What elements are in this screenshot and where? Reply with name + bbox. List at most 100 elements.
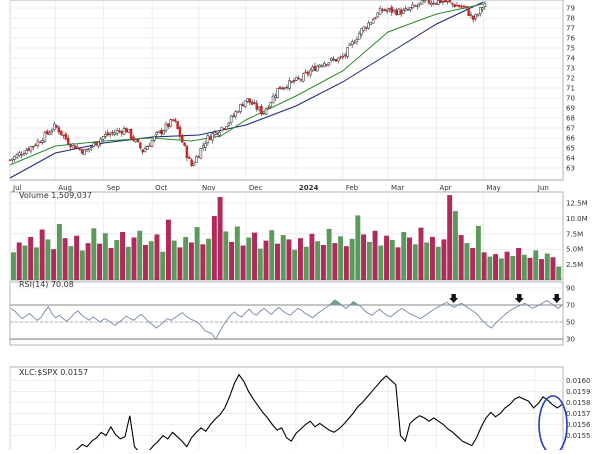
- volume-bar: [389, 240, 395, 280]
- candle-body: [483, 2, 487, 7]
- candle-body: [106, 132, 110, 136]
- volume-bar: [68, 246, 74, 280]
- candle-body: [45, 130, 49, 134]
- volume-bar: [148, 241, 154, 280]
- volume-bar: [108, 248, 114, 280]
- price-y-tick-label: 79: [566, 5, 575, 13]
- volume-y-tick-label: 2.5M: [566, 261, 583, 269]
- volume-panel: 2.5M 5.0M 7.5M 10.0M 12.5M: [9, 191, 588, 281]
- candle-body: [323, 63, 326, 67]
- candle-body: [125, 128, 128, 133]
- volume-y-tick-label: 10.0M: [566, 215, 588, 223]
- volume-bar: [407, 237, 412, 280]
- candle-body: [306, 71, 310, 75]
- candle-body: [292, 80, 296, 82]
- candle-body: [80, 149, 84, 154]
- candle-body: [336, 57, 340, 62]
- candle-body: [444, 0, 447, 3]
- candle-body: [437, 0, 440, 5]
- volume-bar: [79, 250, 85, 280]
- candle-body: [467, 8, 470, 16]
- candle-body: [132, 136, 135, 141]
- candle-body: [162, 130, 165, 135]
- candle-body: [353, 42, 356, 44]
- candle-body: [420, 0, 424, 5]
- candle-body: [469, 14, 473, 16]
- ratio-y-tick-label: 0.0158: [566, 399, 591, 407]
- volume-bar: [91, 228, 97, 280]
- candle-body: [59, 130, 63, 136]
- volume-bar: [429, 236, 435, 280]
- candle-body: [341, 55, 345, 58]
- candle-body: [20, 154, 23, 156]
- candle-body: [239, 104, 242, 112]
- candle-body: [439, 0, 442, 3]
- candle-body: [453, 4, 456, 8]
- candle-body: [148, 145, 151, 147]
- candle-body: [225, 126, 228, 130]
- candle-body: [243, 100, 247, 107]
- volume-bar: [550, 257, 556, 280]
- candle-body: [18, 152, 21, 156]
- candle-body: [232, 115, 235, 118]
- volume-bar: [223, 231, 229, 280]
- candle-body: [274, 95, 277, 99]
- candle-body: [167, 123, 170, 127]
- candle-body: [446, 0, 449, 3]
- price-x-tick-label: Jul: [12, 184, 22, 192]
- candle-body: [430, 2, 433, 6]
- price-x-tick-label: Oct: [155, 184, 167, 192]
- volume-bar: [257, 248, 263, 280]
- candle-body: [39, 141, 42, 144]
- volume-bar: [74, 235, 80, 280]
- candle-body: [143, 148, 147, 153]
- volume-bar: [332, 243, 338, 280]
- candle-body: [441, 1, 445, 3]
- candle-body: [378, 8, 382, 15]
- candle-body: [411, 4, 414, 9]
- rsi-tick-label: 50: [566, 319, 575, 327]
- volume-bar: [487, 256, 493, 280]
- candle-body: [264, 108, 268, 115]
- rsi-overbought-fill: [331, 299, 361, 305]
- candle-body: [318, 64, 321, 68]
- candle-body: [381, 9, 384, 11]
- volume-bar: [338, 236, 344, 280]
- candle-body: [304, 71, 307, 74]
- candle-body: [250, 101, 254, 105]
- volume-bar: [315, 241, 321, 280]
- candle-body: [476, 13, 480, 17]
- candle-body: [458, 5, 461, 8]
- volume-bar: [263, 240, 269, 280]
- candle-body: [369, 22, 373, 25]
- volume-bar: [97, 243, 103, 280]
- volume-bar: [280, 235, 286, 280]
- volume-bar: [343, 246, 349, 280]
- rsi-tick-label: 30: [566, 336, 575, 344]
- candle-body: [208, 136, 212, 140]
- volume-bar: [16, 242, 22, 280]
- candle-body: [43, 131, 47, 142]
- candle-body: [325, 64, 328, 66]
- candle-body: [364, 27, 368, 29]
- price-y-tick-label: 66: [566, 135, 575, 143]
- volume-bar: [275, 243, 280, 280]
- candle-body: [316, 65, 319, 72]
- volume-bar: [269, 230, 275, 280]
- volume-bar: [533, 250, 539, 280]
- candle-body: [139, 142, 142, 149]
- candle-body: [474, 14, 477, 19]
- candle-body: [248, 98, 252, 103]
- candle-body: [15, 154, 19, 159]
- candle-body: [332, 58, 335, 61]
- volume-bar: [544, 253, 550, 280]
- volume-bar: [384, 235, 390, 280]
- candle-body: [41, 140, 44, 143]
- candle-body: [118, 130, 121, 132]
- price-x-tick-label: Nov: [202, 184, 216, 192]
- candle-body: [374, 17, 377, 19]
- candle-body: [383, 8, 387, 12]
- volume-bar: [498, 258, 504, 280]
- volume-bar: [493, 254, 499, 280]
